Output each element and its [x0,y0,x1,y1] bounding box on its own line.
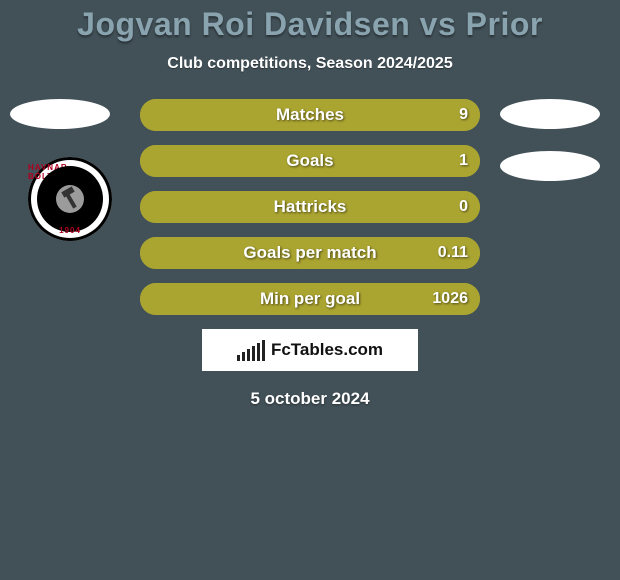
bar-label: Min per goal [140,283,480,315]
badge-inner [37,166,103,232]
stat-bar-goals: Goals1 [140,145,480,177]
bar-label: Hattricks [140,191,480,223]
stat-bars: Matches9Goals1Hattricks0Goals per match0… [140,99,480,315]
stat-bar-goals-per-match: Goals per match0.11 [140,237,480,269]
subtitle: Club competitions, Season 2024/2025 [0,55,620,73]
page-title: Jogvan Roi Davidsen vs Prior [0,0,620,43]
brand-text: FcTables.com [271,340,383,360]
bar-value: 0.11 [438,237,468,269]
bar-value: 1026 [432,283,468,315]
stat-bar-hattricks: Hattricks0 [140,191,480,223]
content-area: HAVNAR BÓLTFELAG 1904 Matches9 Goals1 Hatt… [0,99,620,409]
bar-label: Goals per match [140,237,480,269]
bar-value: 1 [459,145,468,177]
player-avatar-left [10,99,110,129]
brand-box[interactable]: FcTables.com [202,329,418,371]
stat-bar-matches: Matches9 [140,99,480,131]
bar-value: 0 [459,191,468,223]
player-avatar-right [500,99,600,129]
date-text: 5 october 2024 [0,389,620,409]
player-avatar-right-2 [500,151,600,181]
stat-bar-min-per-goal: Min per goal1026 [140,283,480,315]
bar-label: Matches [140,99,480,131]
badge-year: 1904 [59,226,81,235]
team-badge: HAVNAR BÓLTFELAG 1904 [28,157,112,241]
bar-label: Goals [140,145,480,177]
hammer-icon [56,185,84,213]
bar-value: 9 [459,99,468,131]
brand-bars-icon [237,340,265,361]
